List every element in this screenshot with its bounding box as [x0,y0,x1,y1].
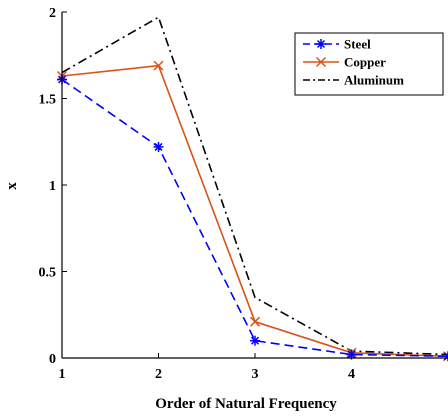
legend-label: Aluminum [344,73,404,88]
legend-label: Steel [344,37,371,52]
y-tick-label: 0.5 [39,266,57,281]
legend-entry-aluminum: Aluminum [303,73,404,88]
series-line-steel [61,78,448,358]
series-line-copper [61,64,448,358]
legend-marker [315,56,327,68]
legend-entries: Steel Copper Aluminum [303,37,404,88]
legend-label: Copper [344,55,386,70]
legend-entry-copper: Copper [303,55,386,70]
data-point-steel [250,335,260,346]
ticks: 1 2 3 4 0 0.5 1 1.5 2 [39,6,356,382]
y-axis-label: x [4,182,20,190]
x-tick-label: 4 [348,367,355,382]
y-tick-label: 1 [49,179,56,194]
y-tick-label: 0 [49,352,56,367]
legend: Steel Copper Aluminum [294,32,444,96]
data-point-steel [443,351,448,362]
x-tick-label: 2 [155,367,162,382]
legend-entry-steel: Steel [303,37,371,52]
x-axis-label: Order of Natural Frequency [155,396,337,412]
data-point-steel [153,141,164,152]
x-tick-label: 1 [59,367,66,382]
y-tick-label: 2 [49,6,56,21]
series-line-aluminum [61,16,448,356]
y-tick-label: 1.5 [39,93,57,108]
data-point-copper [153,60,164,71]
data-point-copper [249,316,261,327]
legend-marker [316,39,326,49]
x-tick-label: 3 [252,367,259,382]
